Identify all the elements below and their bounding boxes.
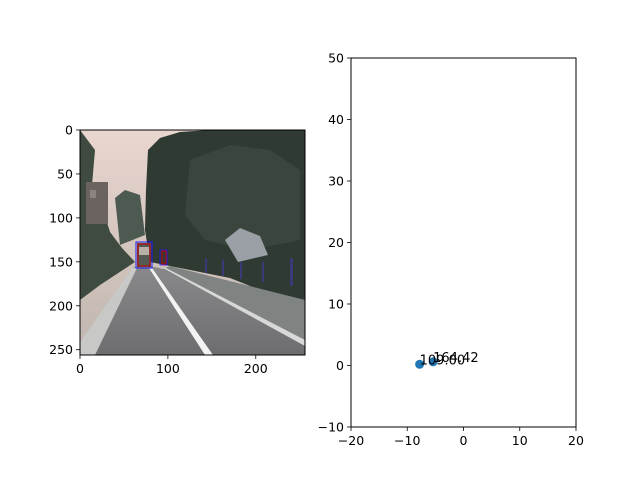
image-y-tick-label: 150	[49, 254, 73, 269]
scatter-point	[428, 357, 438, 367]
scatter-point-label: 164.42	[433, 351, 479, 366]
scatter-y-tick-label: 30	[328, 174, 344, 189]
image-y-tick-label: 200	[49, 298, 73, 313]
image-y-tick-label: 0	[65, 123, 73, 138]
image-axes-frame	[79, 129, 306, 356]
scatter-y-tick-label: 50	[328, 51, 344, 66]
image-y-tick-label: 100	[49, 210, 73, 225]
scatter-x-tick-label: −20	[338, 433, 364, 448]
scatter-x-tick-label: 10	[512, 433, 528, 448]
scatter-y-tick-label: 20	[328, 235, 344, 250]
image-x-tick-label: 0	[76, 361, 84, 376]
camera-image	[80, 130, 305, 355]
scatter-x-tick-label: 0	[460, 433, 468, 448]
image-y-tick-label: 250	[49, 342, 73, 357]
scatter-point	[415, 359, 425, 369]
scatter-y-tick-label: 0	[336, 358, 344, 373]
scatter-x-tick-label: −10	[394, 433, 420, 448]
image-y-tick-label: 50	[57, 166, 73, 181]
camera-image-panel: 0 100 200 0 50 100 150 200 250	[49, 123, 306, 376]
scatter-axes-frame	[350, 57, 577, 428]
image-x-tick-label: 200	[244, 361, 268, 376]
scatter-point-label: 109.00	[420, 353, 466, 368]
image-x-tick-label: 100	[156, 361, 180, 376]
scatter-y-tick-label: 40	[328, 112, 344, 127]
scatter-x-tick-label: 20	[568, 433, 584, 448]
scatter-y-tick-label: 10	[328, 297, 344, 312]
scatter-y-tick-label: −10	[318, 420, 344, 435]
